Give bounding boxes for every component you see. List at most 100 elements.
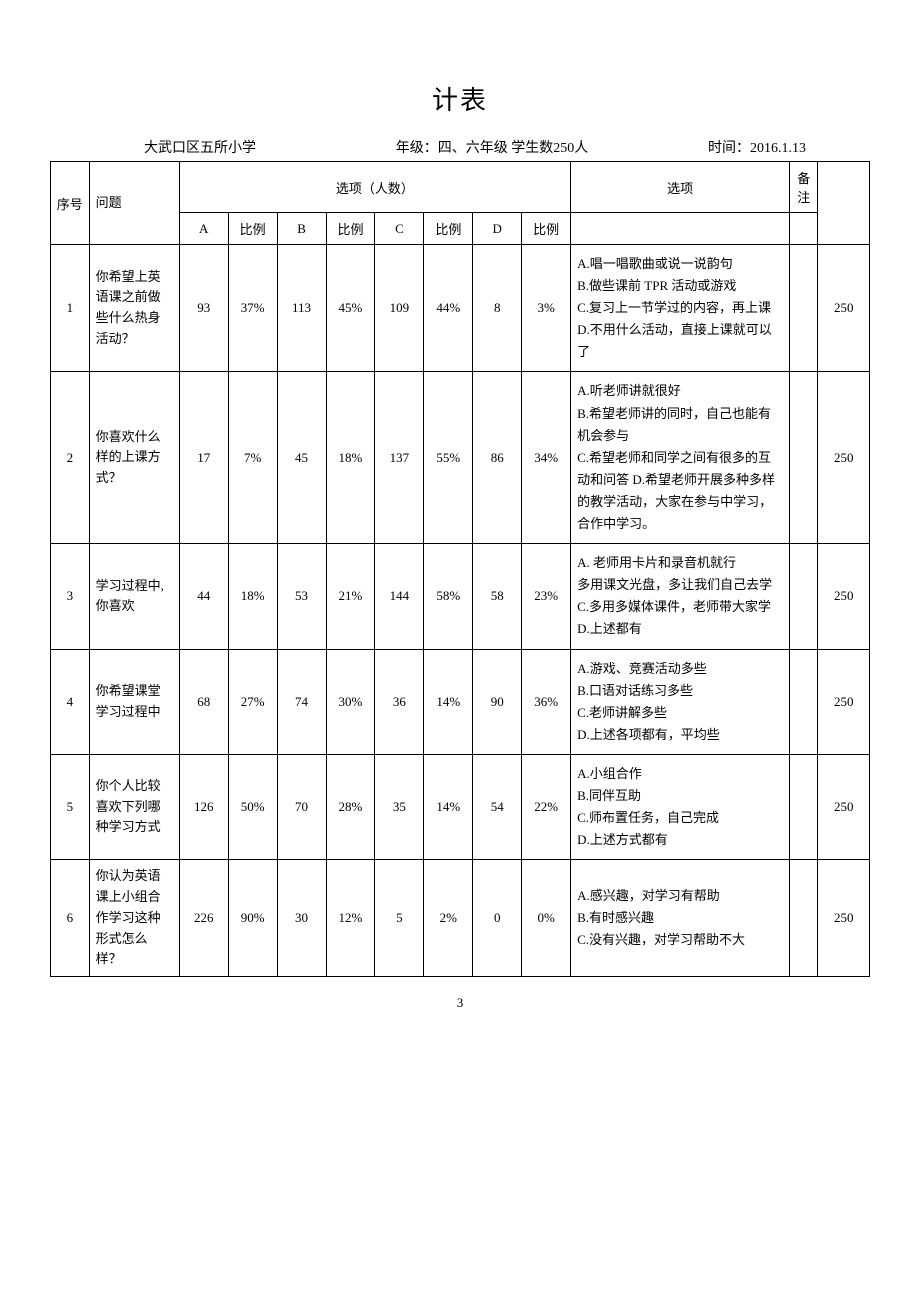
cell-d-pct: 36% — [522, 649, 571, 754]
header-question: 问题 — [89, 162, 179, 245]
table-row: 6你认为英语课上小组合作学习这种形式怎么样？22690%3012%52%00%A… — [51, 860, 870, 977]
cell-options-text: A.游戏、竞赛活动多些 B.口语对话练习多些 C.老师讲解多些 D.上述各项都有… — [571, 649, 790, 754]
cell-d: 86 — [473, 372, 522, 544]
header-seq: 序号 — [51, 162, 90, 245]
table-row: 1你希望上英语课之前做些什么热身活动？9337%11345%10944%83%A… — [51, 245, 870, 372]
cell-a: 44 — [179, 544, 228, 649]
cell-question: 你个人比较喜欢下列哪种学习方式 — [89, 754, 179, 859]
cell-a: 68 — [179, 649, 228, 754]
header-b: B — [277, 213, 326, 245]
cell-a-pct: 50% — [228, 754, 277, 859]
cell-seq: 6 — [51, 860, 90, 977]
cell-options-text: A.唱一唱歌曲或说一说韵句 B.做些课前 TPR 活动或游戏 C.复习上一节学过… — [571, 245, 790, 372]
cell-note — [790, 860, 818, 977]
cell-b-pct: 21% — [326, 544, 375, 649]
cell-total: 250 — [818, 544, 870, 649]
cell-d-pct: 22% — [522, 754, 571, 859]
cell-note — [790, 544, 818, 649]
cell-a-pct: 27% — [228, 649, 277, 754]
table-row: 3学习过程中,你喜欢4418%5321%14458%5823%A. 老师用卡片和… — [51, 544, 870, 649]
cell-a-pct: 90% — [228, 860, 277, 977]
cell-c: 35 — [375, 754, 424, 859]
header-b-ratio: 比例 — [326, 213, 375, 245]
cell-a-pct: 37% — [228, 245, 277, 372]
cell-note — [790, 372, 818, 544]
cell-b-pct: 30% — [326, 649, 375, 754]
cell-b-pct: 45% — [326, 245, 375, 372]
cell-b: 53 — [277, 544, 326, 649]
cell-question: 学习过程中,你喜欢 — [89, 544, 179, 649]
header-options-count: 选项（人数） — [179, 162, 570, 213]
cell-d: 58 — [473, 544, 522, 649]
cell-seq: 2 — [51, 372, 90, 544]
page-number: 3 — [50, 995, 870, 1011]
header-c-ratio: 比例 — [424, 213, 473, 245]
cell-c: 137 — [375, 372, 424, 544]
table-row: 4你希望课堂学习过程中6827%7430%3614%9036%A.游戏、竞赛活动… — [51, 649, 870, 754]
cell-options-text: A. 老师用卡片和录音机就行 多用课文光盘，多让我们自己去学 C.多用多媒体课件… — [571, 544, 790, 649]
cell-total: 250 — [818, 372, 870, 544]
cell-note — [790, 245, 818, 372]
cell-total: 250 — [818, 754, 870, 859]
table-header-row-1: 序号 问题 选项（人数） 选项 备注 — [51, 162, 870, 213]
cell-b: 45 — [277, 372, 326, 544]
survey-table: 序号 问题 选项（人数） 选项 备注 A 比例 B 比例 C 比例 D 比例 1… — [50, 161, 870, 977]
cell-c-pct: 58% — [424, 544, 473, 649]
cell-seq: 5 — [51, 754, 90, 859]
cell-d: 90 — [473, 649, 522, 754]
cell-b: 70 — [277, 754, 326, 859]
header-note-blank — [790, 213, 818, 245]
cell-b: 74 — [277, 649, 326, 754]
cell-b: 30 — [277, 860, 326, 977]
header-a-ratio: 比例 — [228, 213, 277, 245]
cell-question: 你喜欢什么样的上课方式？ — [89, 372, 179, 544]
cell-c: 109 — [375, 245, 424, 372]
cell-options-text: A.感兴趣，对学习有帮助 B.有时感兴趣 C.没有兴趣，对学习帮助不大 — [571, 860, 790, 977]
cell-a: 93 — [179, 245, 228, 372]
cell-d: 0 — [473, 860, 522, 977]
cell-options-text: A.小组合作 B.同伴互助 C.师布置任务，自己完成 D.上述方式都有 — [571, 754, 790, 859]
header-options: 选项 — [571, 162, 790, 213]
meta-grade: 年级：四、六年级 学生数250人 — [396, 137, 589, 157]
cell-d-pct: 0% — [522, 860, 571, 977]
cell-d: 54 — [473, 754, 522, 859]
header-d: D — [473, 213, 522, 245]
cell-a-pct: 7% — [228, 372, 277, 544]
meta-row: 大武口区五所小学 年级：四、六年级 学生数250人 时间：2016.1.13 — [50, 137, 870, 157]
cell-c-pct: 14% — [424, 754, 473, 859]
cell-question: 你希望上英语课之前做些什么热身活动？ — [89, 245, 179, 372]
cell-a: 126 — [179, 754, 228, 859]
header-c: C — [375, 213, 424, 245]
cell-c-pct: 14% — [424, 649, 473, 754]
cell-c: 36 — [375, 649, 424, 754]
cell-b-pct: 28% — [326, 754, 375, 859]
cell-seq: 4 — [51, 649, 90, 754]
cell-d-pct: 3% — [522, 245, 571, 372]
cell-b: 113 — [277, 245, 326, 372]
meta-school: 大武口区五所小学 — [144, 137, 256, 157]
cell-d: 8 — [473, 245, 522, 372]
header-note: 备注 — [790, 162, 818, 213]
cell-question: 你认为英语课上小组合作学习这种形式怎么样？ — [89, 860, 179, 977]
cell-total: 250 — [818, 649, 870, 754]
cell-c-pct: 55% — [424, 372, 473, 544]
cell-question: 你希望课堂学习过程中 — [89, 649, 179, 754]
cell-a: 17 — [179, 372, 228, 544]
cell-c: 144 — [375, 544, 424, 649]
cell-note — [790, 649, 818, 754]
header-a: A — [179, 213, 228, 245]
header-d-ratio: 比例 — [522, 213, 571, 245]
cell-c-pct: 2% — [424, 860, 473, 977]
cell-seq: 3 — [51, 544, 90, 649]
page-title: 计表 — [50, 80, 870, 117]
cell-c: 5 — [375, 860, 424, 977]
cell-total: 250 — [818, 245, 870, 372]
cell-seq: 1 — [51, 245, 90, 372]
meta-time: 时间：2016.1.13 — [708, 137, 806, 157]
table-row: 5你个人比较喜欢下列哪种学习方式12650%7028%3514%5422%A.小… — [51, 754, 870, 859]
header-total-blank — [818, 162, 870, 245]
cell-total: 250 — [818, 860, 870, 977]
cell-a-pct: 18% — [228, 544, 277, 649]
cell-b-pct: 18% — [326, 372, 375, 544]
cell-d-pct: 23% — [522, 544, 571, 649]
